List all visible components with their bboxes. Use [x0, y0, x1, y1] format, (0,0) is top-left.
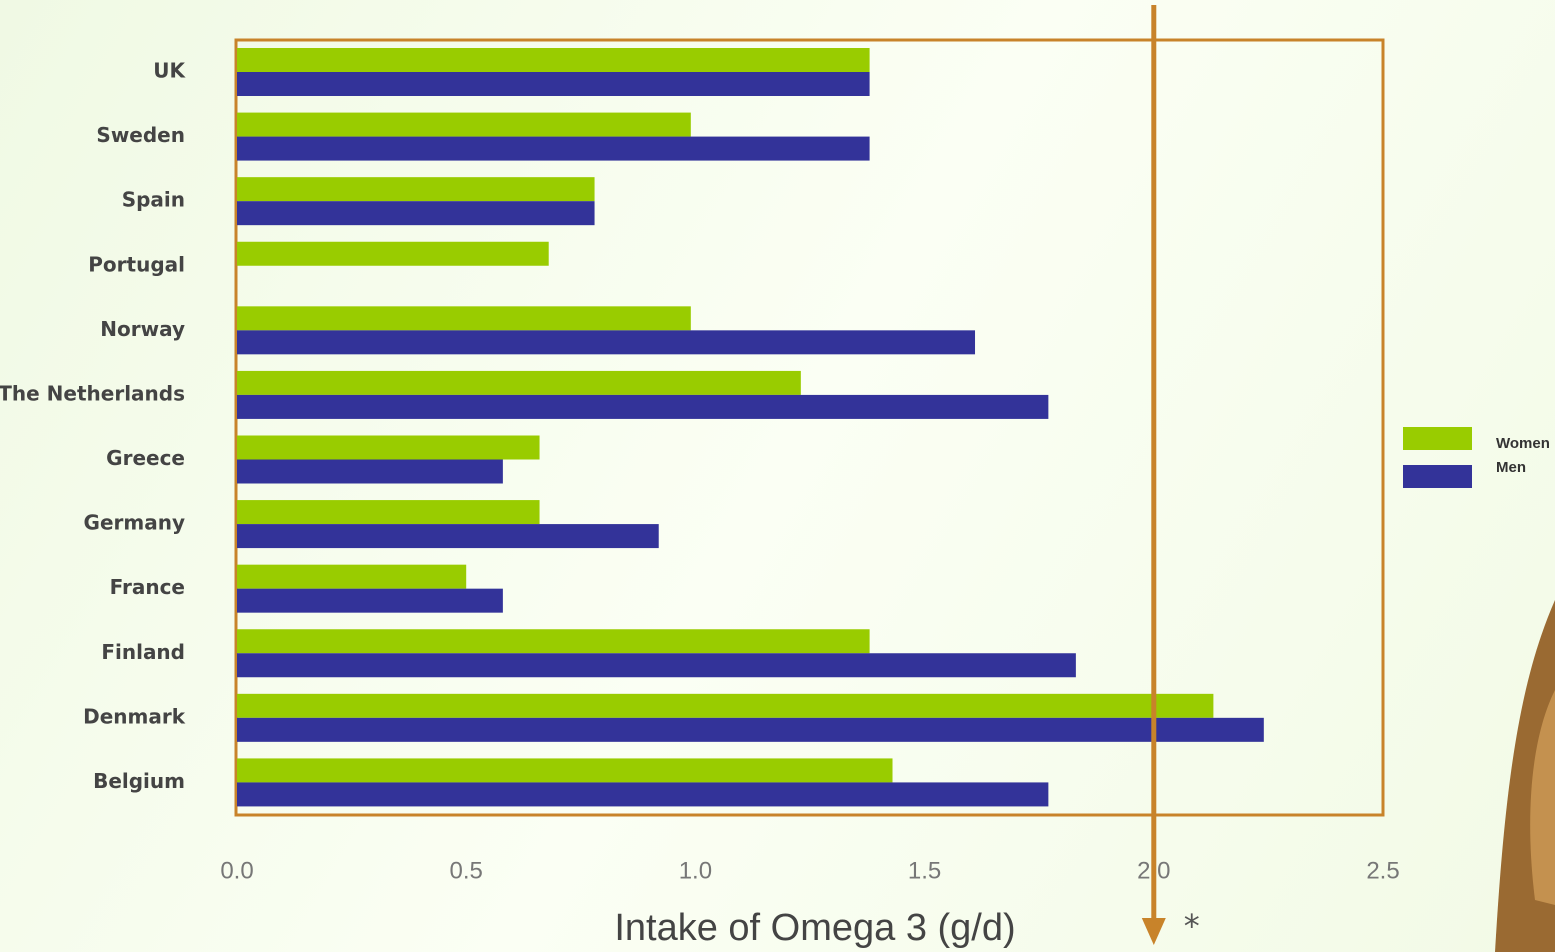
bar	[237, 782, 1048, 806]
bar	[237, 565, 466, 589]
y-tick-label: The Netherlands	[0, 381, 185, 405]
y-tick-label: Finland	[101, 640, 185, 664]
bar	[237, 113, 691, 137]
legend-label: Women	[1496, 435, 1550, 452]
y-tick-label: Norway	[100, 317, 185, 341]
bar	[237, 436, 540, 460]
bar	[237, 718, 1264, 742]
y-tick-label: Germany	[84, 511, 185, 535]
x-axis-title: Intake of Omega 3 (g/d)	[614, 907, 1015, 949]
bar	[237, 371, 801, 395]
bar	[237, 758, 893, 782]
bar	[237, 500, 540, 524]
bar	[237, 629, 870, 653]
legend-swatch	[1403, 465, 1472, 488]
y-tick-label: Greece	[106, 446, 185, 470]
x-tick-label: 1.0	[679, 857, 712, 884]
bar	[237, 137, 870, 161]
x-tick-label: 1.5	[908, 857, 941, 884]
y-tick-label: UK	[153, 59, 186, 83]
chart: Intake of Omega 3 (g/d) 0.00.51.01.52.02…	[0, 0, 1555, 952]
legend-label: Men	[1496, 459, 1526, 476]
legend-swatch	[1403, 427, 1472, 450]
bar	[237, 177, 595, 201]
bar	[237, 653, 1076, 677]
bar	[237, 72, 870, 96]
bar	[237, 201, 595, 225]
bar	[237, 524, 659, 548]
y-tick-label: Belgium	[93, 769, 185, 793]
reference-arrow	[1142, 918, 1166, 945]
y-tick-label: France	[110, 575, 185, 599]
x-tick-label: 2.5	[1366, 857, 1399, 884]
reference-label: *	[1184, 907, 1200, 945]
bar	[237, 48, 870, 72]
bar	[237, 330, 975, 354]
y-tick-label: Spain	[122, 188, 185, 212]
bar	[237, 589, 503, 613]
bar	[237, 694, 1213, 718]
x-tick-label: 0.0	[220, 857, 253, 884]
bar	[237, 306, 691, 330]
bar	[237, 242, 549, 266]
bar	[237, 395, 1048, 419]
y-tick-label: Denmark	[83, 704, 186, 728]
y-tick-label: Sweden	[96, 123, 185, 147]
y-tick-label: Portugal	[88, 252, 185, 276]
x-tick-label: 0.5	[450, 857, 483, 884]
bar	[237, 460, 503, 484]
